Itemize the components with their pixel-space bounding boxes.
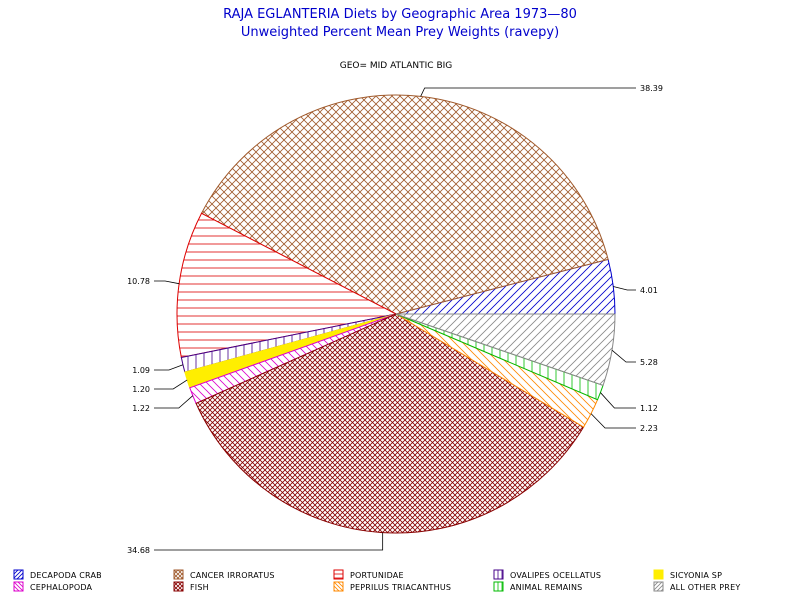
legend-label-cephalopoda: CEPHALOPODA (30, 583, 93, 592)
legend-item-peprilus-triacanthus: PEPRILUS TRIACANTHUS (333, 581, 451, 592)
legend-swatch-peprilus-triacanthus (333, 581, 344, 592)
chart-title: RAJA EGLANTERIA Diets by Geographic Area… (223, 7, 577, 22)
legend-item-portunidae: PORTUNIDAE (333, 569, 404, 580)
legend-swatch-animal-remains (493, 581, 504, 592)
legend-label-all-other-prey: ALL OTHER PREY (670, 583, 740, 592)
leader-line-fish (154, 532, 384, 551)
legend-label-animal-remains: ANIMAL REMAINS (510, 583, 582, 592)
slice-label-ovalipes-ocellatus: 1.09 (132, 366, 150, 375)
slice-labels: 4.01 38.39 10.78 1.09 1.20 1.22 34.68 2.23 1.12 5… (127, 84, 663, 555)
legend-label-fish: FISH (190, 583, 209, 592)
legend-swatch-cephalopoda (13, 581, 24, 592)
leader-line-sicyonia-sp (154, 379, 188, 390)
legend-swatch-ovalipes-ocellatus (493, 569, 504, 580)
slice-label-sicyonia-sp: 1.20 (132, 385, 150, 394)
slice-label-decapoda-crab: 4.01 (640, 286, 658, 295)
leader-line-cancer-irroratus (420, 87, 636, 97)
leader-line-portunidae (154, 280, 180, 285)
geo-label: GEO= MID ATLANTIC BIG (340, 61, 453, 71)
legend-item-all-other-prey: ALL OTHER PREY (653, 581, 740, 592)
legend-item-cephalopoda: CEPHALOPODA (13, 581, 93, 592)
slice-label-all-other-prey: 5.28 (640, 358, 658, 367)
legend-item-animal-remains: ANIMAL REMAINS (493, 581, 582, 592)
legend-swatch-fish (173, 581, 184, 592)
leader-line-cephalopoda (154, 395, 194, 409)
legend-item-sicyonia-sp: SICYONIA SP (653, 569, 722, 580)
legend-item-cancer-irroratus: CANCER IRRORATUS (173, 569, 275, 580)
pie-slices (176, 94, 616, 534)
legend-label-ovalipes-ocellatus: OVALIPES OCELLATUS (510, 571, 601, 580)
legend: DECAPODA CRAB CANCER IRRORATUS PORTUNIDAE O… (13, 569, 740, 592)
legend-swatch-all-other-prey (653, 581, 664, 592)
leader-line-peprilus-triacanthus (590, 413, 636, 429)
legend-label-sicyonia-sp: SICYONIA SP (670, 571, 722, 580)
legend-swatch-portunidae (333, 569, 344, 580)
legend-swatch-decapoda-crab (13, 569, 24, 580)
chart-subtitle: Unweighted Percent Mean Prey Weights (ra… (241, 25, 559, 40)
legend-item-decapoda-crab: DECAPODA CRAB (13, 569, 102, 580)
legend-label-peprilus-triacanthus: PEPRILUS TRIACANTHUS (350, 583, 451, 592)
legend-item-fish: FISH (173, 581, 209, 592)
slice-label-peprilus-triacanthus: 2.23 (640, 424, 658, 433)
legend-label-portunidae: PORTUNIDAE (350, 571, 404, 580)
legend-item-ovalipes-ocellatus: OVALIPES OCELLATUS (493, 569, 601, 580)
legend-label-decapoda-crab: DECAPODA CRAB (30, 571, 102, 580)
legend-swatch-sicyonia-sp (653, 569, 664, 580)
leader-line-decapoda-crab (613, 286, 636, 291)
slice-label-cephalopoda: 1.22 (132, 404, 150, 413)
slice-label-portunidae: 10.78 (127, 277, 150, 286)
legend-swatch-cancer-irroratus (173, 569, 184, 580)
legend-label-cancer-irroratus: CANCER IRRORATUS (190, 571, 275, 580)
leader-line-all-other-prey (611, 349, 636, 363)
slice-label-cancer-irroratus: 38.39 (640, 84, 663, 93)
slice-label-fish: 34.68 (127, 546, 150, 555)
leader-line-animal-remains (600, 392, 636, 409)
slice-cancer-irroratus (200, 94, 609, 315)
slice-label-animal-remains: 1.12 (640, 404, 658, 413)
leader-line-ovalipes-ocellatus (154, 364, 184, 371)
slice-portunidae (176, 212, 398, 359)
